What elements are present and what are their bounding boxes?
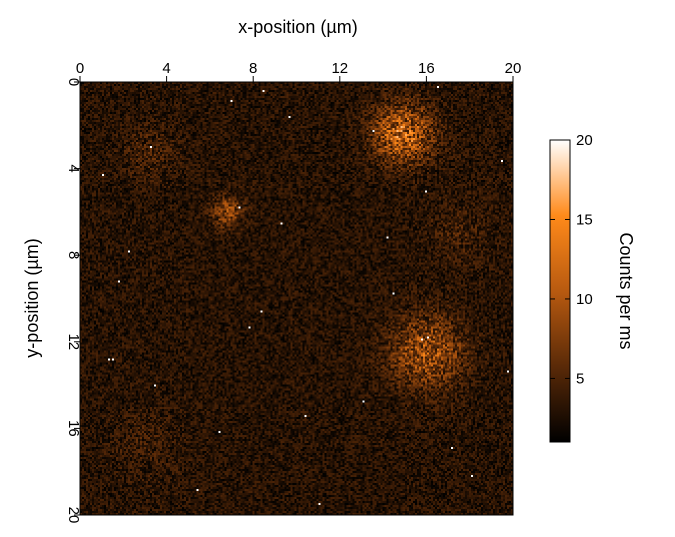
colorbar-tick-label: 5 [576, 370, 584, 387]
y-axis-ticks: 0 4 8 12 16 20 [65, 78, 82, 524]
y-tick-label: 12 [65, 333, 82, 350]
plot-frame [79, 81, 514, 516]
colorbar-ticks: 5 10 15 20 [550, 132, 593, 387]
y-tick-label: 16 [65, 420, 82, 437]
y-tick-label: 8 [65, 251, 82, 259]
colorbar-tick-label: 15 [576, 211, 593, 228]
x-tick-label: 12 [331, 60, 348, 77]
x-tick-label: 0 [76, 60, 84, 77]
x-tick-label: 8 [249, 60, 257, 77]
colorbar-tick-label: 20 [576, 132, 593, 149]
y-tick-label: 4 [65, 164, 82, 172]
colorbar-label: Counts per ms [616, 232, 636, 349]
colorbar-tick-label: 10 [576, 291, 593, 308]
x-axis-ticks: 0 4 8 12 16 20 [76, 60, 522, 82]
y-axis-label: y-position (µm) [22, 238, 42, 357]
x-tick-label: 16 [418, 60, 435, 77]
y-tick-label: 20 [65, 507, 82, 524]
x-axis-label: x-position (µm) [238, 17, 357, 37]
y-tick-label: 0 [65, 78, 82, 86]
x-tick-label: 4 [162, 60, 170, 77]
heatmap-image [80, 82, 513, 515]
heatmap-image-frame [80, 82, 513, 515]
colorbar [549, 139, 571, 443]
x-tick-label: 20 [505, 60, 522, 77]
